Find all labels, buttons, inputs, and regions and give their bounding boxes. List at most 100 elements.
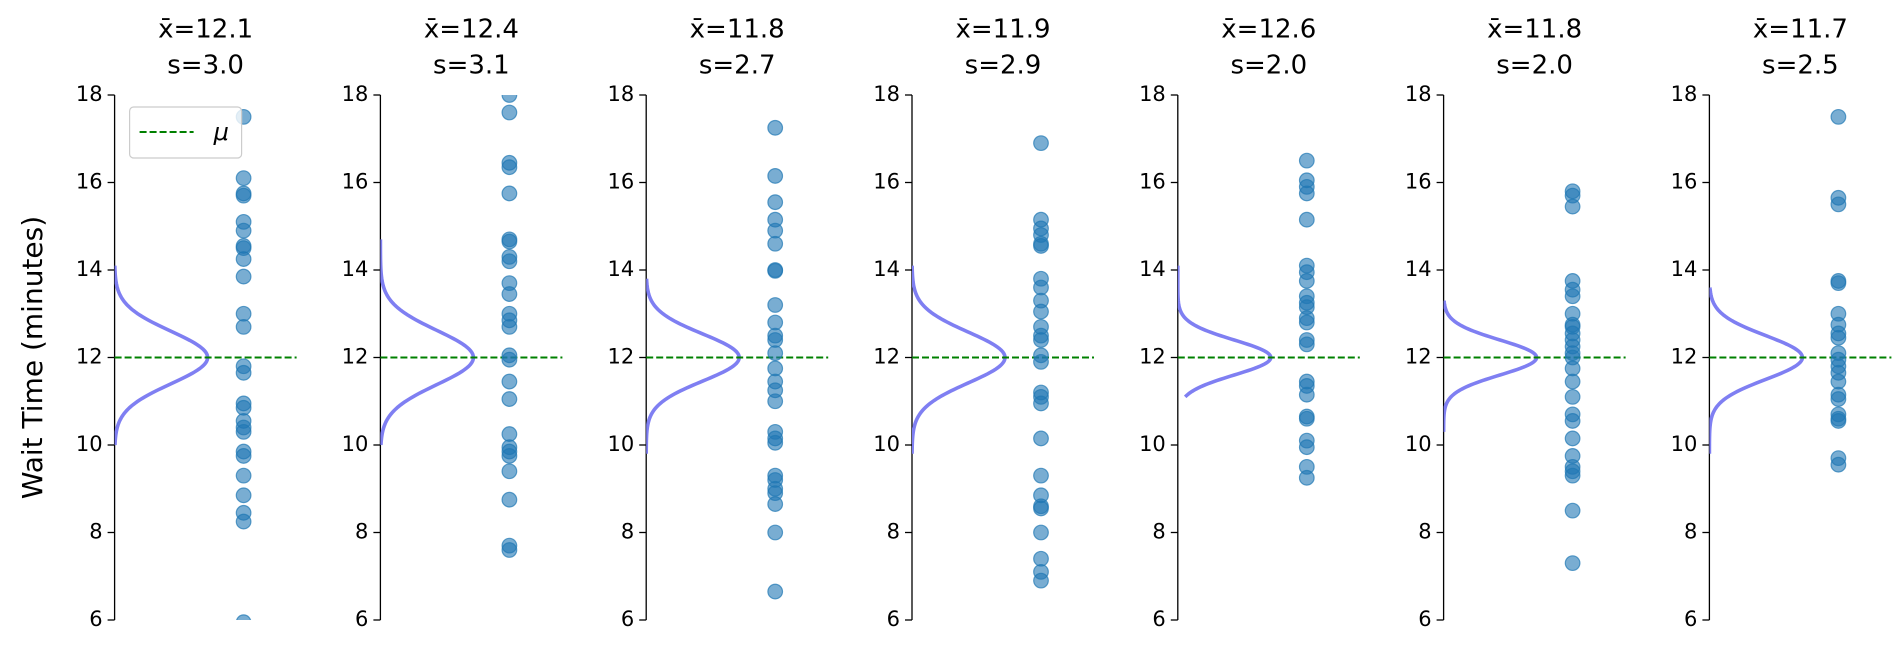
data-point [767, 583, 784, 600]
panel-subtitle: s=3.1 [433, 51, 510, 81]
data-point [1033, 332, 1049, 348]
y-tick-label: 16 [342, 170, 369, 194]
data-point [767, 314, 784, 331]
data-point [767, 194, 784, 211]
data-point [235, 170, 252, 187]
data-point [767, 360, 784, 377]
data-point [501, 104, 518, 121]
data-point [1564, 360, 1581, 377]
y-tick-label: 10 [1671, 432, 1698, 456]
panel-title: x̄=11.9 [955, 15, 1050, 45]
data-point [1830, 108, 1847, 125]
data-point [1830, 329, 1847, 346]
panel: x̄=11.9 s=2.9 6 8 10 12 14 16 18 [873, 15, 1094, 631]
y-tick-label: 14 [873, 257, 900, 281]
data-point [501, 185, 518, 202]
panel-subtitle: s=2.0 [1230, 51, 1307, 81]
data-point [501, 253, 518, 270]
data-point [767, 496, 784, 512]
y-tick-label: 8 [1684, 520, 1697, 544]
data-point [1033, 430, 1049, 447]
panel-subtitle: s=3.0 [167, 51, 244, 81]
y-tick-label: 12 [1671, 345, 1698, 369]
data-point [1298, 273, 1315, 289]
data-point [1298, 152, 1315, 169]
y-tick-label: 14 [342, 257, 369, 281]
panel: x̄=12.1 s=3.0 Wait Time (minutes) 6 8 10 12 14 1… [16, 15, 297, 631]
panel-title: x̄=12.4 [424, 15, 519, 45]
data-point [1033, 303, 1049, 320]
data-point [1298, 469, 1315, 486]
y-tick-label: 12 [342, 345, 369, 369]
y-tick-label: 16 [873, 170, 900, 194]
data-point [1830, 456, 1847, 473]
data-point [501, 318, 518, 335]
y-tick-label: 18 [1671, 82, 1698, 106]
panel: x̄=12.4 s=3.1 6 8 10 12 14 16 18 [342, 15, 563, 631]
panel-subtitle: s=2.9 [965, 51, 1042, 81]
density-curve [1443, 300, 1539, 432]
data-point [1564, 430, 1581, 447]
data-point [1564, 198, 1581, 215]
y-tick-label: 14 [1671, 257, 1698, 281]
data-point [501, 95, 518, 103]
y-tick-label: 18 [342, 82, 369, 106]
data-point [1564, 467, 1581, 484]
data-point [1033, 524, 1049, 541]
density-curve [1709, 287, 1805, 454]
y-tick-label: 16 [1405, 170, 1432, 194]
data-point [1564, 502, 1581, 519]
y-tick-label: 18 [76, 82, 103, 106]
panel-title: x̄=11.7 [1753, 15, 1848, 45]
data-point [501, 233, 518, 250]
panel: x̄=12.6 s=2.0 6 8 10 12 14 16 18 [1139, 15, 1360, 631]
data-point [501, 286, 518, 302]
data-point [767, 262, 784, 279]
y-tick-label: 8 [1418, 520, 1431, 544]
y-tick-label: 12 [1139, 345, 1166, 369]
y-tick-label: 12 [1405, 345, 1432, 369]
data-point [235, 448, 252, 464]
y-tick-label: 16 [607, 170, 634, 194]
data-point [235, 187, 252, 204]
density-curve [912, 265, 1007, 454]
data-point [767, 332, 784, 348]
y-tick-label: 16 [76, 170, 103, 194]
data-point [1033, 279, 1049, 296]
data-point [1298, 314, 1315, 331]
data-point [235, 513, 252, 530]
y-tick-label: 6 [89, 607, 102, 631]
data-point [1298, 386, 1315, 403]
y-tick-label: 6 [1684, 607, 1697, 631]
panel-title: x̄=11.8 [1487, 15, 1582, 45]
y-tick-label: 18 [607, 82, 634, 106]
y-tick-label: 10 [607, 432, 634, 456]
data-point [767, 235, 784, 252]
y-tick-label: 12 [607, 345, 634, 369]
data-point [501, 351, 518, 368]
data-point [501, 373, 518, 390]
y-tick-label: 10 [76, 432, 103, 456]
y-tick-label: 12 [873, 345, 900, 369]
data-point [1830, 373, 1847, 390]
y-tick-label: 16 [1139, 170, 1166, 194]
y-tick-label: 14 [1139, 257, 1166, 281]
data-point [767, 434, 784, 451]
legend-label: μ [213, 118, 229, 146]
data-point [767, 393, 784, 410]
panel-subtitle: s=2.5 [1762, 51, 1839, 81]
panel: x̄=11.8 s=2.7 6 8 10 12 14 16 18 [607, 15, 829, 631]
data-point [235, 305, 252, 322]
data-point [1033, 572, 1049, 589]
y-tick-label: 18 [1405, 82, 1432, 106]
y-tick-label: 6 [621, 607, 634, 631]
data-point [1564, 555, 1581, 572]
data-point [501, 491, 518, 508]
y-tick-label: 12 [76, 345, 103, 369]
data-point [235, 423, 252, 440]
data-point [1830, 413, 1847, 429]
data-point [1298, 410, 1315, 427]
y-tick-label: 6 [355, 607, 368, 631]
density-curve [646, 278, 742, 454]
